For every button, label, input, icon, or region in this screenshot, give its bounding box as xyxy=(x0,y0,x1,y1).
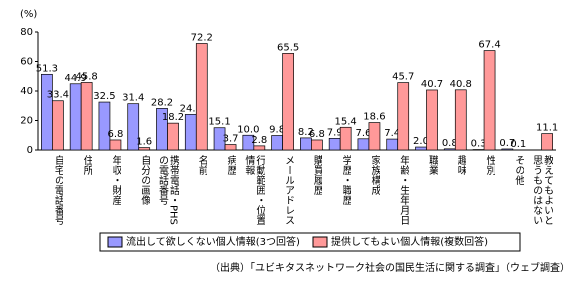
bar xyxy=(454,89,467,151)
value-label: 31.4 xyxy=(122,93,144,104)
x-tick-label: 病歴 xyxy=(225,155,237,175)
legend-label: 提供してもよい個人情報(複数回答) xyxy=(331,235,488,248)
value-label: 6.8 xyxy=(107,129,123,140)
x-tick-label: 性別 xyxy=(484,155,496,175)
x-tick-label: 年収・財産 xyxy=(109,155,121,205)
bar xyxy=(109,139,122,151)
bar xyxy=(69,83,82,151)
x-tick-label: その他 xyxy=(512,155,524,185)
bar xyxy=(167,122,179,151)
legend-swatch xyxy=(107,236,123,248)
value-label: 18.2 xyxy=(162,112,184,123)
value-label: 1.6 xyxy=(136,137,152,148)
value-label: 2.0 xyxy=(413,136,429,147)
bar xyxy=(213,127,226,151)
bar xyxy=(52,100,64,151)
bar xyxy=(282,53,294,151)
value-label: 28.2 xyxy=(151,97,173,108)
value-label: 7.4 xyxy=(384,128,400,139)
value-label: 11.1 xyxy=(536,123,558,134)
bar xyxy=(271,135,283,151)
bar xyxy=(443,148,456,151)
y-tick-label: 40 xyxy=(20,86,33,97)
bar xyxy=(242,134,255,151)
x-tick-label: 家族構成 xyxy=(368,155,380,195)
value-label: 8.2 xyxy=(298,127,314,138)
value-label: 0.1 xyxy=(510,139,526,150)
bar xyxy=(98,101,111,151)
value-label: 65.5 xyxy=(277,42,299,53)
value-label: 24.1 xyxy=(180,103,202,114)
x-tick-label: 学歴・職歴 xyxy=(340,155,352,205)
value-label: 3.7 xyxy=(223,134,239,145)
value-label: 44.9 xyxy=(65,73,87,84)
y-tick-label: 20 xyxy=(20,116,33,127)
value-label: 67.4 xyxy=(478,40,500,51)
y-tick-label: 80 xyxy=(20,27,33,38)
bar xyxy=(41,73,53,151)
bar xyxy=(483,50,496,151)
y-axis-label: (%) xyxy=(20,9,37,20)
bar xyxy=(426,89,438,151)
value-label: 40.7 xyxy=(421,79,443,90)
legend-label: 流出して欲しくない個人情報(3つ回答) xyxy=(126,235,300,248)
bar xyxy=(138,147,151,151)
x-tick-label: 趣味 xyxy=(455,155,467,175)
bar xyxy=(357,138,370,151)
bar xyxy=(224,144,237,151)
bar xyxy=(127,103,140,151)
value-label: 72.2 xyxy=(191,33,213,44)
value-label: 2.8 xyxy=(251,135,267,146)
value-label: 15.4 xyxy=(335,116,357,127)
bar xyxy=(195,43,208,151)
value-label: 10.0 xyxy=(237,124,259,135)
bar xyxy=(368,122,381,151)
bar xyxy=(541,133,553,151)
x-tick-label: メールアドレス xyxy=(282,155,294,225)
value-label: 7.6 xyxy=(355,128,371,139)
value-label: 7.9 xyxy=(327,127,343,138)
value-label: 9.8 xyxy=(269,125,285,136)
bar xyxy=(501,148,514,151)
x-tick-label: 購買履歴 xyxy=(311,155,323,195)
legend-swatch xyxy=(312,236,328,248)
value-label: 6.8 xyxy=(309,129,325,140)
bar xyxy=(184,114,197,151)
value-label: 40.8 xyxy=(450,79,472,90)
value-label: 0.7 xyxy=(499,138,515,149)
bar xyxy=(415,146,427,151)
x-tick-label: 自宅の電話番号 xyxy=(52,155,64,225)
bar xyxy=(311,139,323,151)
value-label: 45.8 xyxy=(76,71,98,82)
x-tick-label: 職業 xyxy=(426,155,438,175)
value-label: 0.3 xyxy=(471,139,487,150)
bar xyxy=(397,82,410,151)
source-note: （出典）「ユビキタスネットワーク社会の国民生活に関する調査」（ウェブ調査） xyxy=(210,261,570,274)
value-label: 45.7 xyxy=(392,72,414,83)
x-tick-label: 住所 xyxy=(81,155,93,175)
x-tick-label: 教えてもよいと思うものはない xyxy=(530,155,553,225)
bar xyxy=(80,82,93,151)
bar xyxy=(328,137,341,151)
value-label: 32.5 xyxy=(93,91,115,102)
x-tick-label: 年齢・生年月日 xyxy=(397,155,409,225)
y-tick-label: 0 xyxy=(27,145,33,156)
x-tick-label: 行動範囲・位置情報 xyxy=(242,155,265,225)
y-tick-label: 60 xyxy=(20,57,33,68)
value-label: 15.1 xyxy=(208,117,230,128)
x-tick-label: 携帯電話・PHSの電話番号 xyxy=(156,155,179,225)
value-label: 33.4 xyxy=(47,90,69,101)
value-label: 18.6 xyxy=(363,112,385,123)
value-label: 0.8 xyxy=(442,138,458,149)
legend-box xyxy=(99,232,521,252)
value-label: 51.3 xyxy=(36,63,58,74)
bar xyxy=(386,138,399,151)
bar xyxy=(339,126,352,151)
x-tick-label: 自分の画像 xyxy=(138,155,150,205)
bar xyxy=(253,145,266,151)
x-tick-label: 名前 xyxy=(196,155,208,175)
